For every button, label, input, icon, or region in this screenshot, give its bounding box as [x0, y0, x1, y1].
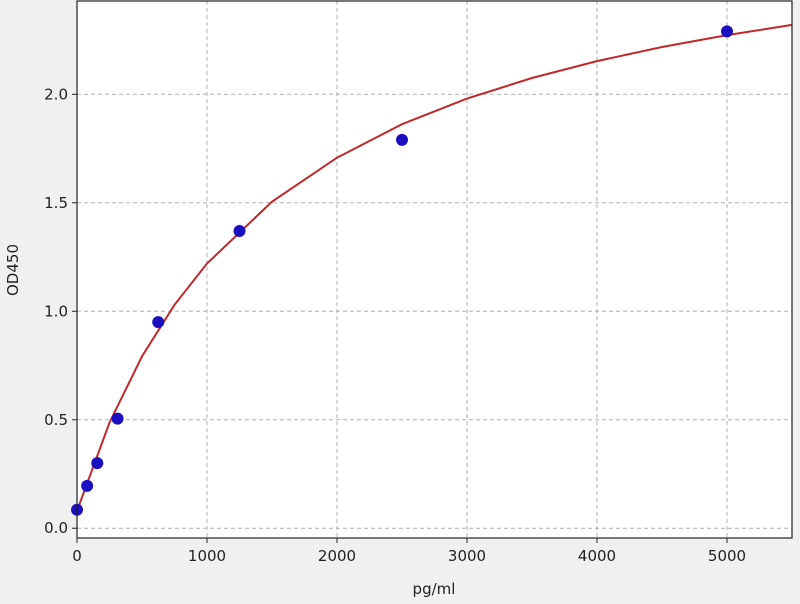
x-tick-label: 3000 [448, 547, 486, 565]
fit-curve-group [76, 23, 793, 512]
data-point [111, 412, 124, 425]
y-tick-label: 0.5 [44, 411, 68, 429]
y-axis-label: OD450 [4, 244, 22, 296]
y-ticks: 0.0 0.5 1.0 1.5 2.0 [44, 85, 77, 537]
y-tick-label: 2.0 [44, 85, 68, 103]
data-point [152, 316, 165, 329]
data-point [233, 224, 246, 237]
y-tick-label: 1.0 [44, 302, 68, 320]
data-point [81, 479, 94, 492]
plot-area [77, 1, 792, 538]
data-points [71, 25, 733, 516]
y-tick-label: 0.0 [44, 519, 68, 537]
x-tick-label: 1000 [188, 547, 226, 565]
grid [76, 1, 792, 538]
x-tick-label: 4000 [578, 547, 616, 565]
x-tick-label: 2000 [318, 547, 356, 565]
y-tick-label: 1.5 [44, 194, 68, 212]
data-point [396, 133, 408, 146]
x-axis-label: pg/ml [413, 580, 456, 598]
x-tick-label: 0 [72, 547, 82, 565]
x-tick-label: 5000 [708, 547, 746, 565]
data-point [91, 457, 104, 470]
x-ticks: 0 1000 2000 3000 4000 5000 [72, 538, 746, 565]
plot-frame [76, 0, 793, 539]
fit-curve [76, 23, 793, 512]
data-point [721, 25, 733, 38]
